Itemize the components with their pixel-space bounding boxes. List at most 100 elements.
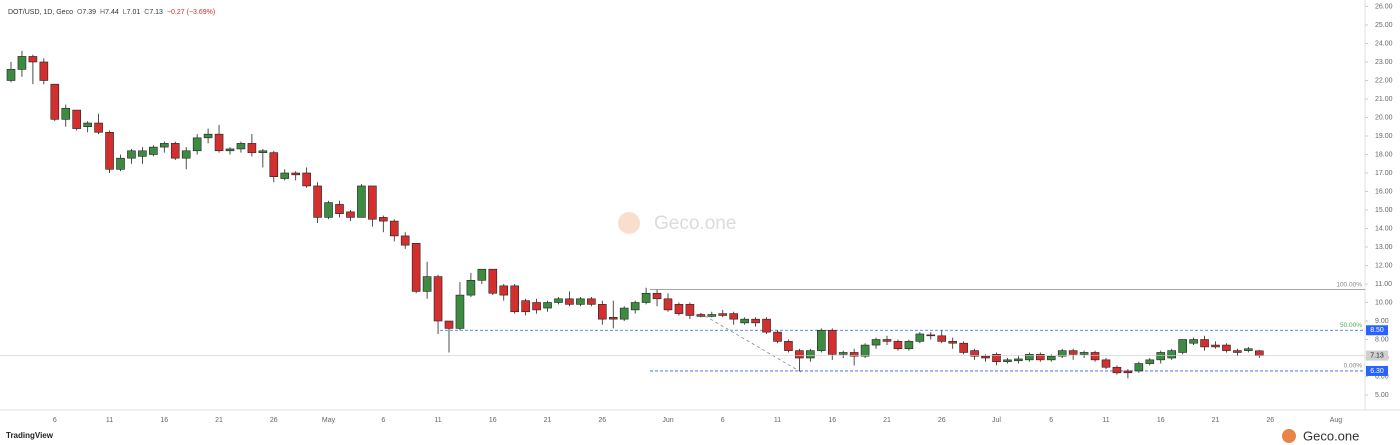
candle-body [1123, 370, 1133, 374]
x-tick-label: 6 [53, 417, 57, 424]
candle-body [214, 133, 224, 152]
x-tick-label: 26 [938, 417, 946, 424]
h-val: 7.44 [105, 9, 119, 16]
candle-body [663, 298, 673, 311]
candle-body [444, 320, 454, 329]
candle-body [280, 172, 290, 179]
candle-body [882, 339, 892, 342]
x-tick-label: 11 [434, 417, 441, 424]
x-tick-label: May [322, 417, 336, 424]
fib-label: 0.00% [1344, 363, 1363, 370]
candle-body [203, 133, 213, 139]
candle-body [357, 185, 366, 218]
candle-body [499, 285, 509, 296]
y-tick-label: 12.00 [1375, 262, 1393, 269]
y-tick-label: 24.00 [1375, 40, 1393, 47]
price-box-label: 6.30 [1370, 368, 1384, 375]
y-tick-label: 14.00 [1375, 225, 1393, 232]
candle-body [860, 344, 870, 357]
candle-body [127, 150, 136, 159]
candle-body [762, 318, 771, 333]
candle-body [806, 350, 815, 359]
watermark-text: Geco.one [654, 213, 736, 234]
candle-body [160, 143, 169, 148]
candle-body [488, 268, 498, 294]
candle-body [422, 276, 432, 292]
c-key: C [144, 9, 150, 16]
x-tick-label: 16 [160, 417, 168, 424]
x-tick-label: 6 [381, 417, 385, 424]
candle-body [871, 339, 881, 346]
candle-body [116, 157, 125, 170]
y-tick-label: 22.00 [1375, 77, 1393, 84]
candle-body [225, 148, 235, 152]
candle-body [1003, 359, 1012, 363]
footer: TradingView Geco.one [6, 428, 1359, 443]
candle-body [6, 69, 16, 81]
y-tick-label: 9.00 [1375, 318, 1389, 325]
candle-body [652, 292, 662, 300]
candle-body [236, 143, 246, 150]
y-tick-label: 18.00 [1375, 151, 1393, 158]
x-tick-label: 26 [1266, 417, 1274, 424]
candle-body [773, 331, 782, 342]
y-tick-label: 10.00 [1375, 299, 1393, 306]
candle-body [827, 329, 837, 355]
candle-body [1222, 344, 1231, 351]
candle-body [1200, 339, 1209, 348]
candle-body [937, 335, 947, 342]
candle-body [61, 107, 71, 120]
platform-logo: TradingView [6, 431, 54, 440]
candle-body [291, 172, 301, 176]
candle-body [1167, 350, 1176, 359]
candle-body [1211, 344, 1220, 348]
l-val: 7.01 [126, 9, 141, 16]
last-price-box [1366, 350, 1388, 361]
candle-body [510, 285, 520, 313]
candle-body [1057, 350, 1067, 357]
candle-body [608, 317, 618, 320]
candle-body [455, 294, 465, 329]
symbol: DOT/USD, 1D, Geco [8, 9, 73, 16]
x-tick-label: 16 [1157, 417, 1165, 424]
candle-body [992, 354, 1001, 363]
candle-body [1101, 359, 1111, 368]
last-price-label: 7.13 [1370, 352, 1384, 359]
candle-body [1145, 359, 1155, 364]
candle-body [247, 143, 257, 153]
candle-body [466, 280, 476, 296]
candle-body [915, 333, 925, 342]
x-tick-label: 21 [883, 417, 891, 424]
logo-text: Geco.one [1303, 428, 1359, 443]
x-tick-label: 21 [544, 417, 552, 424]
candle-body [17, 56, 27, 70]
candle-body [1014, 358, 1023, 362]
candle-body [1079, 352, 1089, 355]
candle-body [587, 298, 596, 305]
candle-body [324, 202, 333, 218]
x-tick-label: 21 [1212, 417, 1220, 424]
x-tick-label: 11 [106, 417, 113, 424]
candle-body [718, 313, 728, 316]
legend-header: DOT/USD, 1D, Geco O7.39 H7.44 L7.01 C7.13 −0.… [8, 9, 215, 16]
candle-body [181, 150, 191, 159]
fib-label: 50.00% [1340, 322, 1362, 329]
candle-body [368, 185, 377, 220]
candle-body [433, 276, 443, 322]
candle-body [378, 217, 388, 222]
candle-body [39, 61, 49, 81]
candle-body [981, 355, 990, 359]
fib-label: 100.00% [1336, 281, 1362, 288]
candle-body [948, 341, 958, 344]
y-tick-label: 25.00 [1375, 22, 1393, 29]
candle-body [795, 350, 804, 359]
x-tick-label: 21 [215, 417, 223, 424]
candle-body [302, 172, 311, 187]
x-tick-label: Jul [992, 417, 1001, 424]
candle-body [543, 302, 552, 309]
y-tick-label: 6.00 [1375, 373, 1389, 380]
candle-body [1134, 363, 1144, 372]
o-val: 7.39 [82, 9, 97, 16]
candle-body [729, 313, 739, 320]
